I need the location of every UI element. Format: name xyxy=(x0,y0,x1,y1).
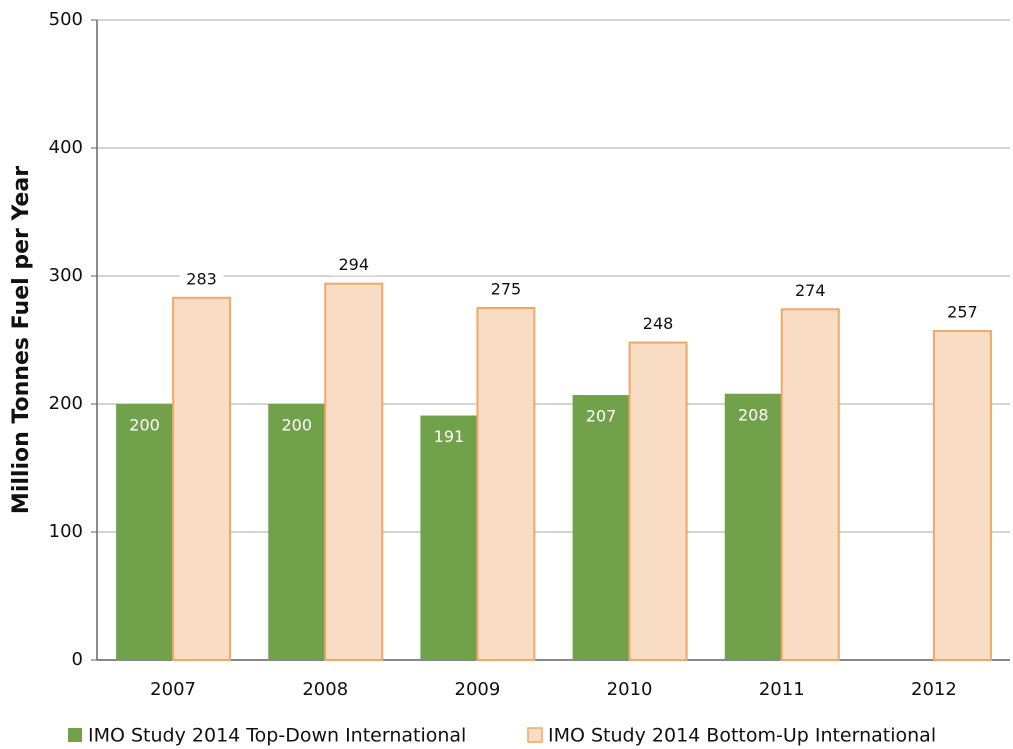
bar xyxy=(628,341,688,661)
bar xyxy=(724,393,782,660)
value-label: 275 xyxy=(491,280,522,299)
value-label: 208 xyxy=(738,405,769,424)
bar xyxy=(268,404,326,660)
legend-label: IMO Study 2014 Bottom-Up International xyxy=(548,725,936,747)
value-label-bg xyxy=(788,279,833,302)
y-tick-label: 100 xyxy=(49,521,83,542)
value-label: 191 xyxy=(434,427,465,446)
value-label: 207 xyxy=(586,407,617,426)
value-label-bg xyxy=(483,278,528,300)
y-tick-label: 400 xyxy=(49,137,83,158)
bar xyxy=(324,282,384,661)
bar xyxy=(932,330,992,661)
value-label-bg xyxy=(940,301,985,324)
value-label: 283 xyxy=(186,269,217,288)
x-tick-label: 2010 xyxy=(607,679,653,700)
x-tick-label: 2008 xyxy=(302,679,348,700)
value-label-bg xyxy=(636,312,681,335)
legend-swatch xyxy=(68,728,82,742)
value-label: 294 xyxy=(338,255,369,274)
y-tick-label: 500 xyxy=(49,9,83,30)
x-tick-label: 2011 xyxy=(759,679,805,700)
bar xyxy=(172,296,232,661)
bar xyxy=(572,395,630,660)
value-label: 200 xyxy=(129,416,160,435)
value-label: 257 xyxy=(947,303,978,322)
legend-label: IMO Study 2014 Top-Down International xyxy=(88,725,466,747)
value-label-bg xyxy=(331,253,376,276)
y-tick-label: 300 xyxy=(49,265,83,286)
x-tick-label: 2012 xyxy=(911,679,957,700)
bar xyxy=(420,415,478,660)
y-axis-label: Million Tonnes Fuel per Year xyxy=(9,166,34,514)
value-label: 274 xyxy=(795,281,826,300)
bar xyxy=(116,404,174,660)
bar xyxy=(780,308,840,661)
x-tick-label: 2009 xyxy=(455,679,501,700)
bar xyxy=(476,307,536,661)
x-tick-label: 2007 xyxy=(150,679,196,700)
y-tick-label: 200 xyxy=(49,393,83,414)
value-label-bg xyxy=(179,267,224,290)
value-label: 248 xyxy=(643,314,674,333)
y-tick-label: 0 xyxy=(72,649,83,670)
legend-swatch xyxy=(527,727,543,743)
value-label: 200 xyxy=(281,416,312,435)
